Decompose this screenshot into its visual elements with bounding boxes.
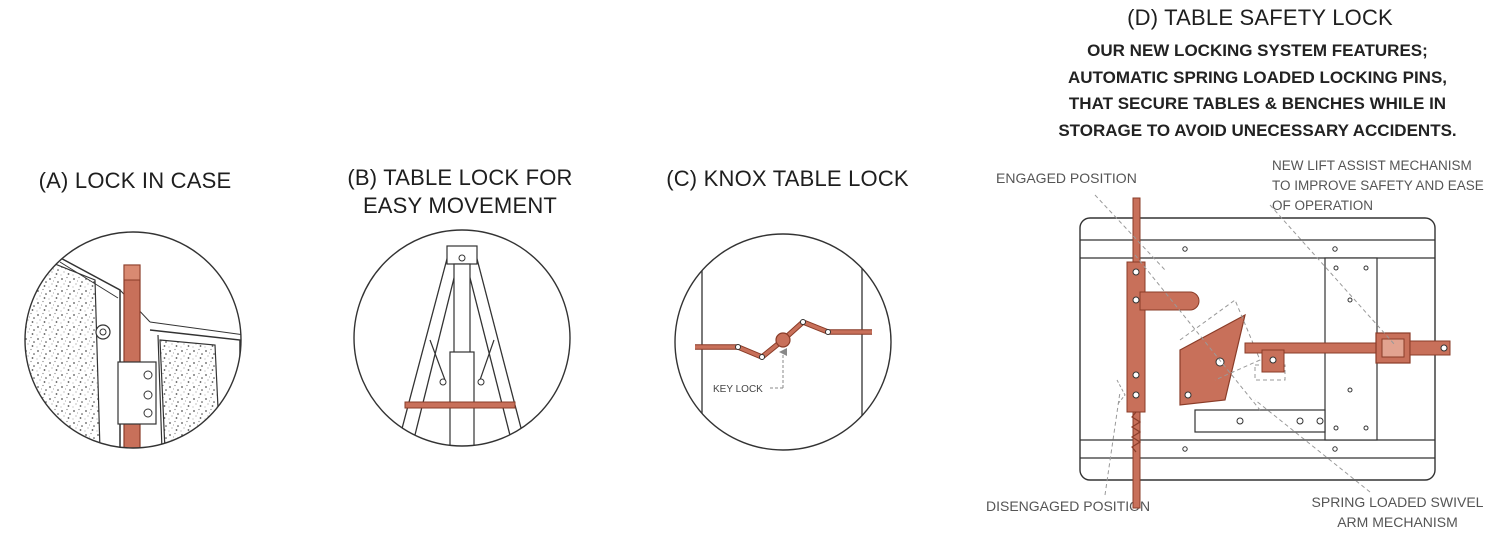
callout-spring-loaded: SPRING LOADED SWIVEL ARM MECHANISM bbox=[1300, 492, 1495, 532]
callout-lift-line3: OF OPERATION bbox=[1272, 198, 1374, 213]
panel-b-illustration bbox=[353, 229, 571, 447]
key-lock-label: KEY LOCK bbox=[713, 384, 763, 395]
features-line-2: AUTOMATIC SPRING LOADED LOCKING PINS, bbox=[1067, 67, 1448, 87]
callout-spring-line2: ARM MECHANISM bbox=[1337, 514, 1458, 530]
callout-lift-line1: NEW LIFT ASSIST MECHANISM bbox=[1272, 158, 1472, 173]
features-line-3: THAT SECURE TABLES & BENCHES WHILE IN bbox=[1068, 94, 1447, 113]
panel-a-title: (A) LOCK IN CASE bbox=[38, 168, 232, 193]
panel-a-illustration bbox=[24, 231, 242, 449]
panel-c-circle-frame bbox=[674, 233, 892, 451]
features-line-1: OUR NEW LOCKING SYSTEM FEATURES; bbox=[1087, 41, 1428, 60]
callout-disengaged-position: DISENGAGED POSITION bbox=[986, 498, 1151, 514]
panel-d-title: (D) TABLE SAFETY LOCK bbox=[1127, 5, 1393, 30]
features-text: OUR NEW LOCKING SYSTEM FEATURES; AUTOMAT… bbox=[1020, 38, 1495, 144]
panel-d-illustration bbox=[1079, 194, 1451, 509]
callout-engaged-position: ENGAGED POSITION bbox=[996, 170, 1137, 186]
panel-b-title-line1: (B) TABLE LOCK FOR bbox=[347, 165, 573, 190]
callout-lift-line2: TO IMPROVE SAFETY AND EASE bbox=[1272, 178, 1484, 193]
panel-c-illustration: KEY LOCK bbox=[674, 233, 892, 451]
panel-b-circle-frame bbox=[353, 229, 571, 447]
callout-lift-assist: NEW LIFT ASSIST MECHANISM TO IMPROVE SAF… bbox=[1272, 156, 1500, 216]
panel-a-circle-frame bbox=[24, 231, 242, 449]
panel-b-title: (B) TABLE LOCK FOR EASY MOVEMENT bbox=[330, 164, 590, 220]
panel-c-title: (C) KNOX TABLE LOCK bbox=[666, 166, 909, 191]
callout-spring-line1: SPRING LOADED SWIVEL bbox=[1311, 494, 1484, 510]
features-line-4: STORAGE TO AVOID UNECESSARY ACCIDENTS. bbox=[1058, 120, 1457, 140]
panel-b-title-line2: EASY MOVEMENT bbox=[362, 193, 558, 218]
